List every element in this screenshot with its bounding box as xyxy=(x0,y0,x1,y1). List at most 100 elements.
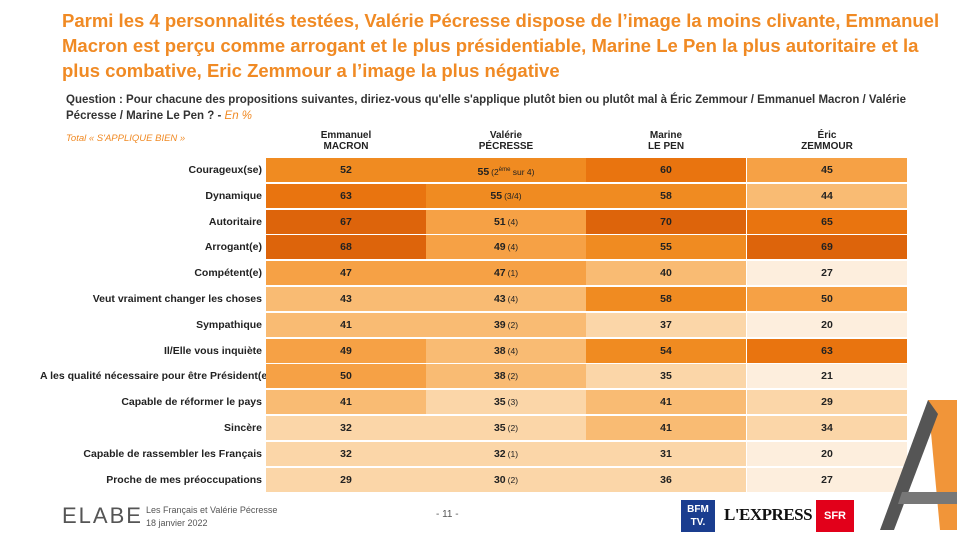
cell-value: 47 xyxy=(340,267,352,280)
cell-value: 41 xyxy=(660,396,672,409)
cell-lepen: 70 xyxy=(586,209,746,234)
cell-value: 29 xyxy=(340,473,352,486)
lexpress-logo: L'EXPRESS xyxy=(724,505,813,524)
cell-value: 49 xyxy=(340,344,352,357)
cell-rank: (2) xyxy=(507,474,519,485)
cell-zemmour: 45 xyxy=(747,158,907,182)
cell-value: 36 xyxy=(660,473,672,486)
row-label: Arrogant(e) xyxy=(204,241,262,254)
cell-rank: (2) xyxy=(507,371,519,382)
footer-study-title: Les Français et Valérie Pécresse xyxy=(146,505,278,515)
column-header-line1: Éric xyxy=(817,130,837,141)
cell-value: 54 xyxy=(660,344,672,357)
cell-pecresse: 55 (2ème sur 4) xyxy=(426,158,586,182)
table-row: Capable de rassembler les Français 32 32 (1… xyxy=(0,441,957,466)
cell-zemmour: 21 xyxy=(747,364,907,389)
table-row: Il/Elle vous inquiète 49 38 (4) 54 63 xyxy=(0,338,957,363)
cell-rank: (4) xyxy=(507,294,519,304)
column-header-line1: Marine xyxy=(649,130,683,141)
cell-pecresse: 49 (4) xyxy=(426,235,586,260)
cell-pecresse: 38 (4) xyxy=(426,338,586,363)
cell-value: 27 xyxy=(821,473,833,486)
cell-value: 70 xyxy=(660,215,672,228)
cell-lepen: 58 xyxy=(586,183,746,208)
cell-value: 34 xyxy=(821,422,833,434)
table-row: Autoritaire 67 51 (4) 70 65 xyxy=(0,209,957,234)
cell-value: 31 xyxy=(660,447,672,460)
cell-rank: (4) xyxy=(507,242,519,253)
table-row: Compétent(e) 47 47 (1) 40 27 xyxy=(0,261,957,286)
cell-lepen: 40 xyxy=(586,261,746,286)
cell-value: 35 xyxy=(493,422,506,434)
cell-value: 43 xyxy=(340,293,352,305)
cell-zemmour: 63 xyxy=(747,338,907,363)
cell-value: 55 xyxy=(477,165,490,178)
cell-value: 40 xyxy=(660,267,672,280)
cell-macron: 63 xyxy=(266,183,426,208)
question-body: Question : Pour chacune des propositions… xyxy=(66,94,907,122)
row-label: Il/Elle vous inquiète xyxy=(163,344,262,357)
cell-value: 38 xyxy=(493,344,506,357)
row-label: Capable de rassembler les Français xyxy=(83,447,262,460)
cell-macron: 47 xyxy=(266,261,426,286)
row-label: Capable de réformer le pays xyxy=(121,396,262,409)
cell-lepen: 41 xyxy=(586,416,746,440)
cell-pecresse: 39 (2) xyxy=(426,312,586,337)
cell-lepen: 31 xyxy=(586,441,746,466)
cell-value: 47 xyxy=(493,267,506,280)
cell-macron: 41 xyxy=(266,312,426,337)
row-label: A les qualité nécessaire pour être Prési… xyxy=(40,370,271,383)
cell-zemmour: 34 xyxy=(747,416,907,440)
cell-value: 51 xyxy=(493,215,506,228)
cell-pecresse: 35 (3) xyxy=(426,390,586,415)
cell-pecresse: 38 (2) xyxy=(426,364,586,389)
cell-zemmour: 65 xyxy=(747,209,907,234)
row-label: Dynamique xyxy=(205,189,262,202)
cell-value: 50 xyxy=(821,293,833,305)
column-header-line2: ZEMMOUR xyxy=(801,141,853,152)
cell-value: 41 xyxy=(340,396,352,409)
cell-rank: (4) xyxy=(507,345,519,356)
page-number: - 11 - xyxy=(436,509,459,520)
cell-pecresse: 55 (3/4) xyxy=(426,183,586,208)
cell-value: 45 xyxy=(821,164,833,176)
cell-value: 69 xyxy=(821,241,833,254)
table-row: Dynamique 63 55 (3/4) 58 44 xyxy=(0,183,957,208)
cell-zemmour: 27 xyxy=(747,261,907,286)
cell-value: 67 xyxy=(340,215,352,228)
elabe-triangle-decoration-icon xyxy=(880,400,957,530)
cell-zemmour: 20 xyxy=(747,312,907,337)
cell-value: 65 xyxy=(821,215,833,228)
cell-rank: (2) xyxy=(507,423,519,433)
cell-macron: 50 xyxy=(266,364,426,389)
cell-lepen: 37 xyxy=(586,312,746,337)
cell-lepen: 58 xyxy=(586,287,746,311)
cell-pecresse: 35 (2) xyxy=(426,416,586,440)
cell-macron: 32 xyxy=(266,416,426,440)
cell-zemmour: 50 xyxy=(747,287,907,311)
row-label: Compétent(e) xyxy=(194,267,262,280)
cell-value: 60 xyxy=(660,164,672,176)
cell-value: 44 xyxy=(821,189,833,202)
cell-zemmour: 27 xyxy=(747,467,907,492)
table-row: Courageux(se) 52 55 (2ème sur 4) 60 45 xyxy=(0,158,957,182)
sfr-logo: SFR xyxy=(816,500,854,532)
cell-value: 35 xyxy=(660,370,672,383)
column-header-line2: PÉCRESSE xyxy=(478,141,534,152)
table-row: A les qualité nécessaire pour être Prési… xyxy=(0,364,957,389)
cell-value: 37 xyxy=(660,318,672,331)
cell-value: 32 xyxy=(493,447,506,460)
cell-rank: (3) xyxy=(507,397,519,408)
cell-value: 50 xyxy=(340,370,352,383)
column-header-macron: Emmanuel MACRON xyxy=(266,130,426,152)
column-header-zemmour: Éric ZEMMOUR xyxy=(747,130,907,152)
row-label: Courageux(se) xyxy=(188,164,262,176)
cell-zemmour: 20 xyxy=(747,441,907,466)
cell-value: 32 xyxy=(340,422,352,434)
row-label: Veut vraiment changer les choses xyxy=(92,293,262,305)
cell-value: 68 xyxy=(340,241,352,254)
total-label: Total « S'APPLIQUE BIEN » xyxy=(66,133,186,144)
cell-macron: 49 xyxy=(266,338,426,363)
cell-pecresse: 47 (1) xyxy=(426,261,586,286)
elabe-logo: ELABE xyxy=(62,503,143,528)
